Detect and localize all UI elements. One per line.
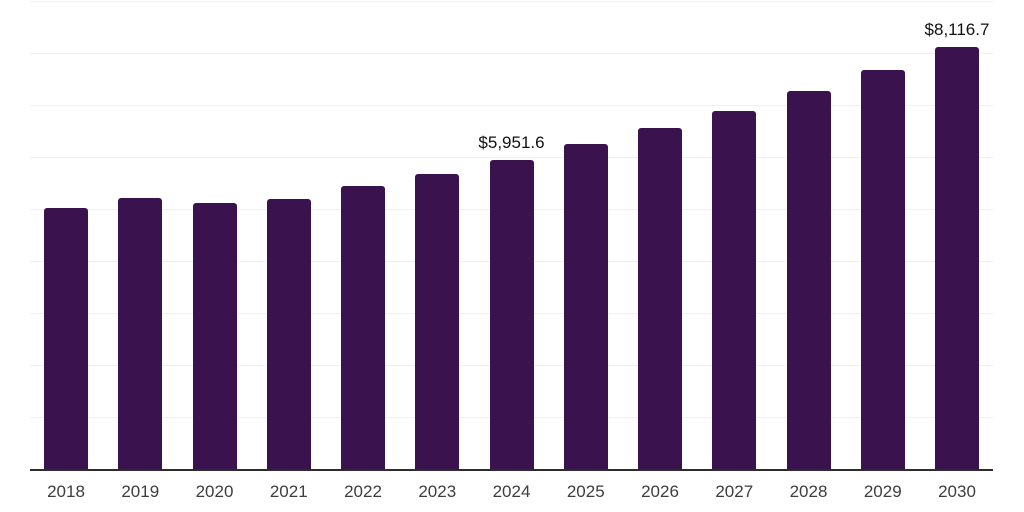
bar-value-label: $5,951.6 <box>478 132 545 152</box>
x-tick-label: 2029 <box>863 482 902 501</box>
x-tick-label: 2026 <box>641 482 679 501</box>
bar-2020 <box>192 203 237 469</box>
gridline <box>30 105 993 106</box>
bar-value-label: $8,116.7 <box>924 19 990 39</box>
bar-2019 <box>118 198 163 469</box>
bar-2027 <box>712 110 757 469</box>
x-axis-line <box>30 469 993 471</box>
gridline <box>30 53 993 54</box>
x-tick-label: 2025 <box>566 482 605 501</box>
bar-2030 <box>935 46 979 469</box>
x-tick-label: 2021 <box>269 482 308 501</box>
x-tick-label: 2018 <box>47 482 85 501</box>
bar-2024 <box>489 159 534 469</box>
x-tick-label: 2030 <box>938 482 976 501</box>
x-tick-label: 2020 <box>195 482 234 501</box>
x-tick-label: 2022 <box>344 482 382 501</box>
x-tick-label: 2027 <box>715 482 754 501</box>
gridline <box>30 1 993 2</box>
bar-2029 <box>860 70 905 469</box>
bar-2025 <box>563 144 608 469</box>
x-tick-label: 2024 <box>492 482 531 501</box>
x-tick-label: 2023 <box>418 482 457 501</box>
bar-2021 <box>266 199 311 469</box>
bar-2023 <box>415 174 460 469</box>
bar-2018 <box>44 207 88 469</box>
bar-2022 <box>341 185 385 469</box>
gridline <box>30 157 993 158</box>
bar-2028 <box>786 91 831 469</box>
bar-2026 <box>638 128 682 469</box>
x-tick-label: 2028 <box>789 482 828 501</box>
x-tick-label: 2019 <box>121 482 160 501</box>
